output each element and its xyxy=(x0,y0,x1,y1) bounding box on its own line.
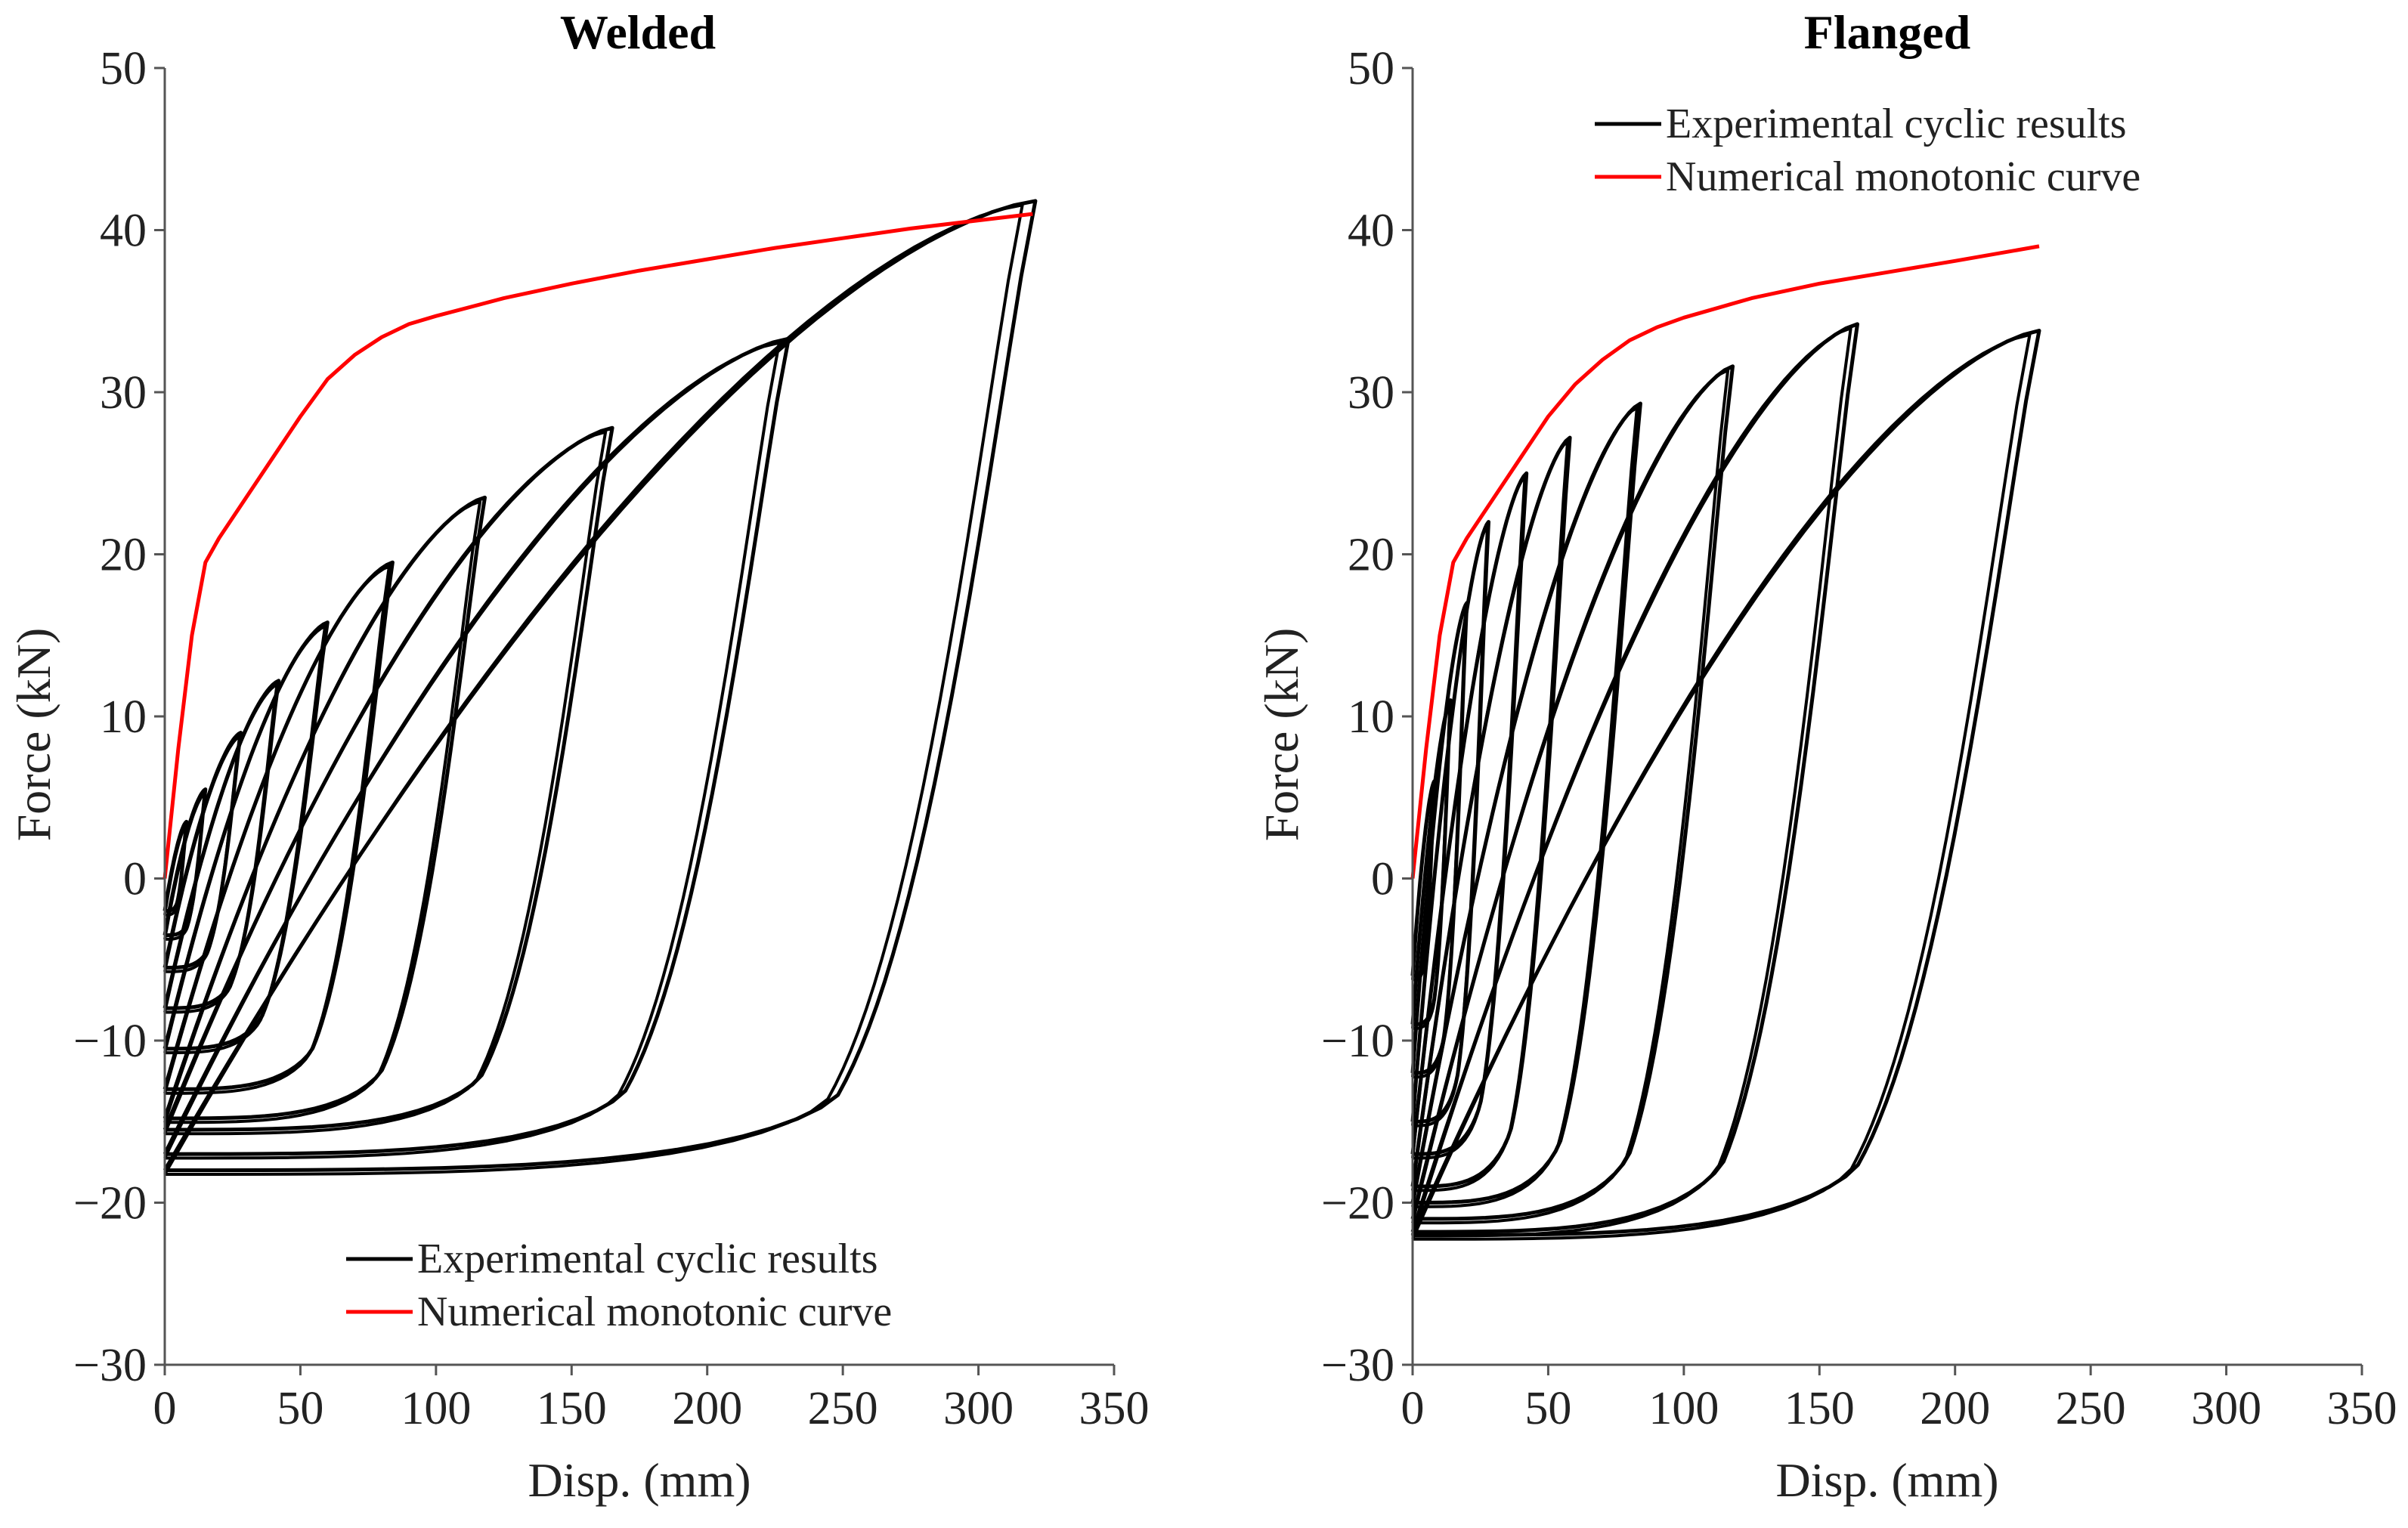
cyclic-loop-repeat xyxy=(163,683,279,1014)
cyclic-loop-repeat xyxy=(1411,326,1852,1238)
cyclic-loop-repeat xyxy=(1411,369,1730,1225)
y-tick-label: 20 xyxy=(1348,530,1394,581)
y-tick-label: −30 xyxy=(73,1340,147,1391)
series-experimental-cyclic xyxy=(162,199,1038,1176)
legend: Experimental cyclic results Numerical mo… xyxy=(1595,101,2140,200)
y-tick-label: 10 xyxy=(100,691,147,743)
cyclic-loop xyxy=(162,336,791,1156)
x-axis-title: Disp. (mm) xyxy=(1775,1453,1998,1507)
x-tick-label: 250 xyxy=(2056,1383,2126,1434)
plot-area xyxy=(1410,244,2041,1241)
chart-welded: Welded −30 −20 −10 0 10 20 30 40 50 0 50 100 150 200 2… xyxy=(7,5,1150,1507)
y-tick-label: 0 xyxy=(123,854,147,905)
y-tick-label: 50 xyxy=(1348,43,1394,94)
series-experimental-cyclic xyxy=(1410,322,2041,1241)
legend: Experimental cyclic results Numerical mo… xyxy=(346,1236,892,1335)
series-numerical-monotonic xyxy=(162,212,1033,879)
legend-label-numerical: Numerical monotonic curve xyxy=(417,1288,892,1335)
axis-ticks: −30 −20 −10 0 10 20 30 40 50 0 50 100 150 200 250 300 35… xyxy=(73,43,1149,1434)
axis-ticks: −30 −20 −10 0 10 20 30 40 50 0 50 100 150 200 250 300 35… xyxy=(1321,43,2397,1434)
cyclic-loop-repeat xyxy=(163,564,391,1095)
x-tick-label: 350 xyxy=(1079,1383,1150,1434)
y-tick-label: −10 xyxy=(1321,1016,1394,1067)
y-tick-label: 30 xyxy=(100,367,147,419)
y-tick-label: 40 xyxy=(100,206,147,257)
x-tick-label: 50 xyxy=(277,1383,323,1434)
plot-area xyxy=(162,199,1038,1176)
x-tick-label: 100 xyxy=(401,1383,471,1434)
cyclic-loop-repeat xyxy=(163,341,781,1160)
cyclic-loop-repeat xyxy=(1411,524,1489,1127)
x-tick-label: 0 xyxy=(153,1383,177,1434)
cyclic-loop-repeat xyxy=(1411,440,1569,1192)
cyclic-loop xyxy=(162,199,1038,1173)
x-tick-label: 200 xyxy=(672,1383,742,1434)
y-tick-label: 0 xyxy=(1371,854,1394,905)
x-tick-label: 150 xyxy=(1784,1383,1855,1434)
y-tick-label: −20 xyxy=(1321,1178,1394,1230)
y-tick-label: 30 xyxy=(1348,367,1394,419)
x-tick-label: 150 xyxy=(537,1383,607,1434)
y-tick-label: 20 xyxy=(100,530,147,581)
chart-title: Flanged xyxy=(1804,5,1970,59)
x-tick-label: 200 xyxy=(1920,1383,1990,1434)
legend-label-numerical: Numerical monotonic curve xyxy=(1666,153,2140,200)
x-tick-label: 250 xyxy=(808,1383,878,1434)
cyclic-loop-repeat xyxy=(163,735,241,973)
x-tick-label: 50 xyxy=(1524,1383,1571,1434)
x-axis-title: Disp. (mm) xyxy=(528,1453,751,1507)
y-tick-label: 40 xyxy=(1348,206,1394,257)
x-tick-label: 100 xyxy=(1648,1383,1719,1434)
chart-title: Welded xyxy=(560,5,716,59)
y-tick-label: −30 xyxy=(1321,1340,1394,1391)
cyclic-loop-repeat xyxy=(163,500,482,1124)
cyclic-loop-repeat xyxy=(1411,475,1527,1160)
x-tick-label: 300 xyxy=(943,1383,1014,1434)
y-axis-title: Force (kN) xyxy=(7,628,60,842)
cyclic-loop-repeat xyxy=(1411,333,2032,1241)
x-tick-label: 350 xyxy=(2327,1383,2397,1434)
cyclic-loop-repeat xyxy=(163,430,608,1136)
chart-flanged: Flanged −30 −20 −10 0 10 20 30 40 50 0 50 100 150 200… xyxy=(1255,5,2397,1507)
series-numerical-monotonic xyxy=(1410,244,2040,879)
y-tick-label: −20 xyxy=(73,1178,147,1230)
x-tick-label: 0 xyxy=(1401,1383,1425,1434)
cyclic-loop-repeat xyxy=(163,203,1024,1176)
legend-label-experimental: Experimental cyclic results xyxy=(1666,101,2127,147)
legend-label-experimental: Experimental cyclic results xyxy=(417,1236,878,1282)
y-axis-title: Force (kN) xyxy=(1255,628,1308,842)
x-tick-label: 300 xyxy=(2191,1383,2261,1434)
cyclic-loop-repeat xyxy=(1411,406,1639,1208)
y-tick-label: 10 xyxy=(1348,691,1394,743)
y-tick-label: 50 xyxy=(100,43,147,94)
cyclic-loop-repeat xyxy=(163,824,188,917)
y-tick-label: −10 xyxy=(73,1016,147,1067)
